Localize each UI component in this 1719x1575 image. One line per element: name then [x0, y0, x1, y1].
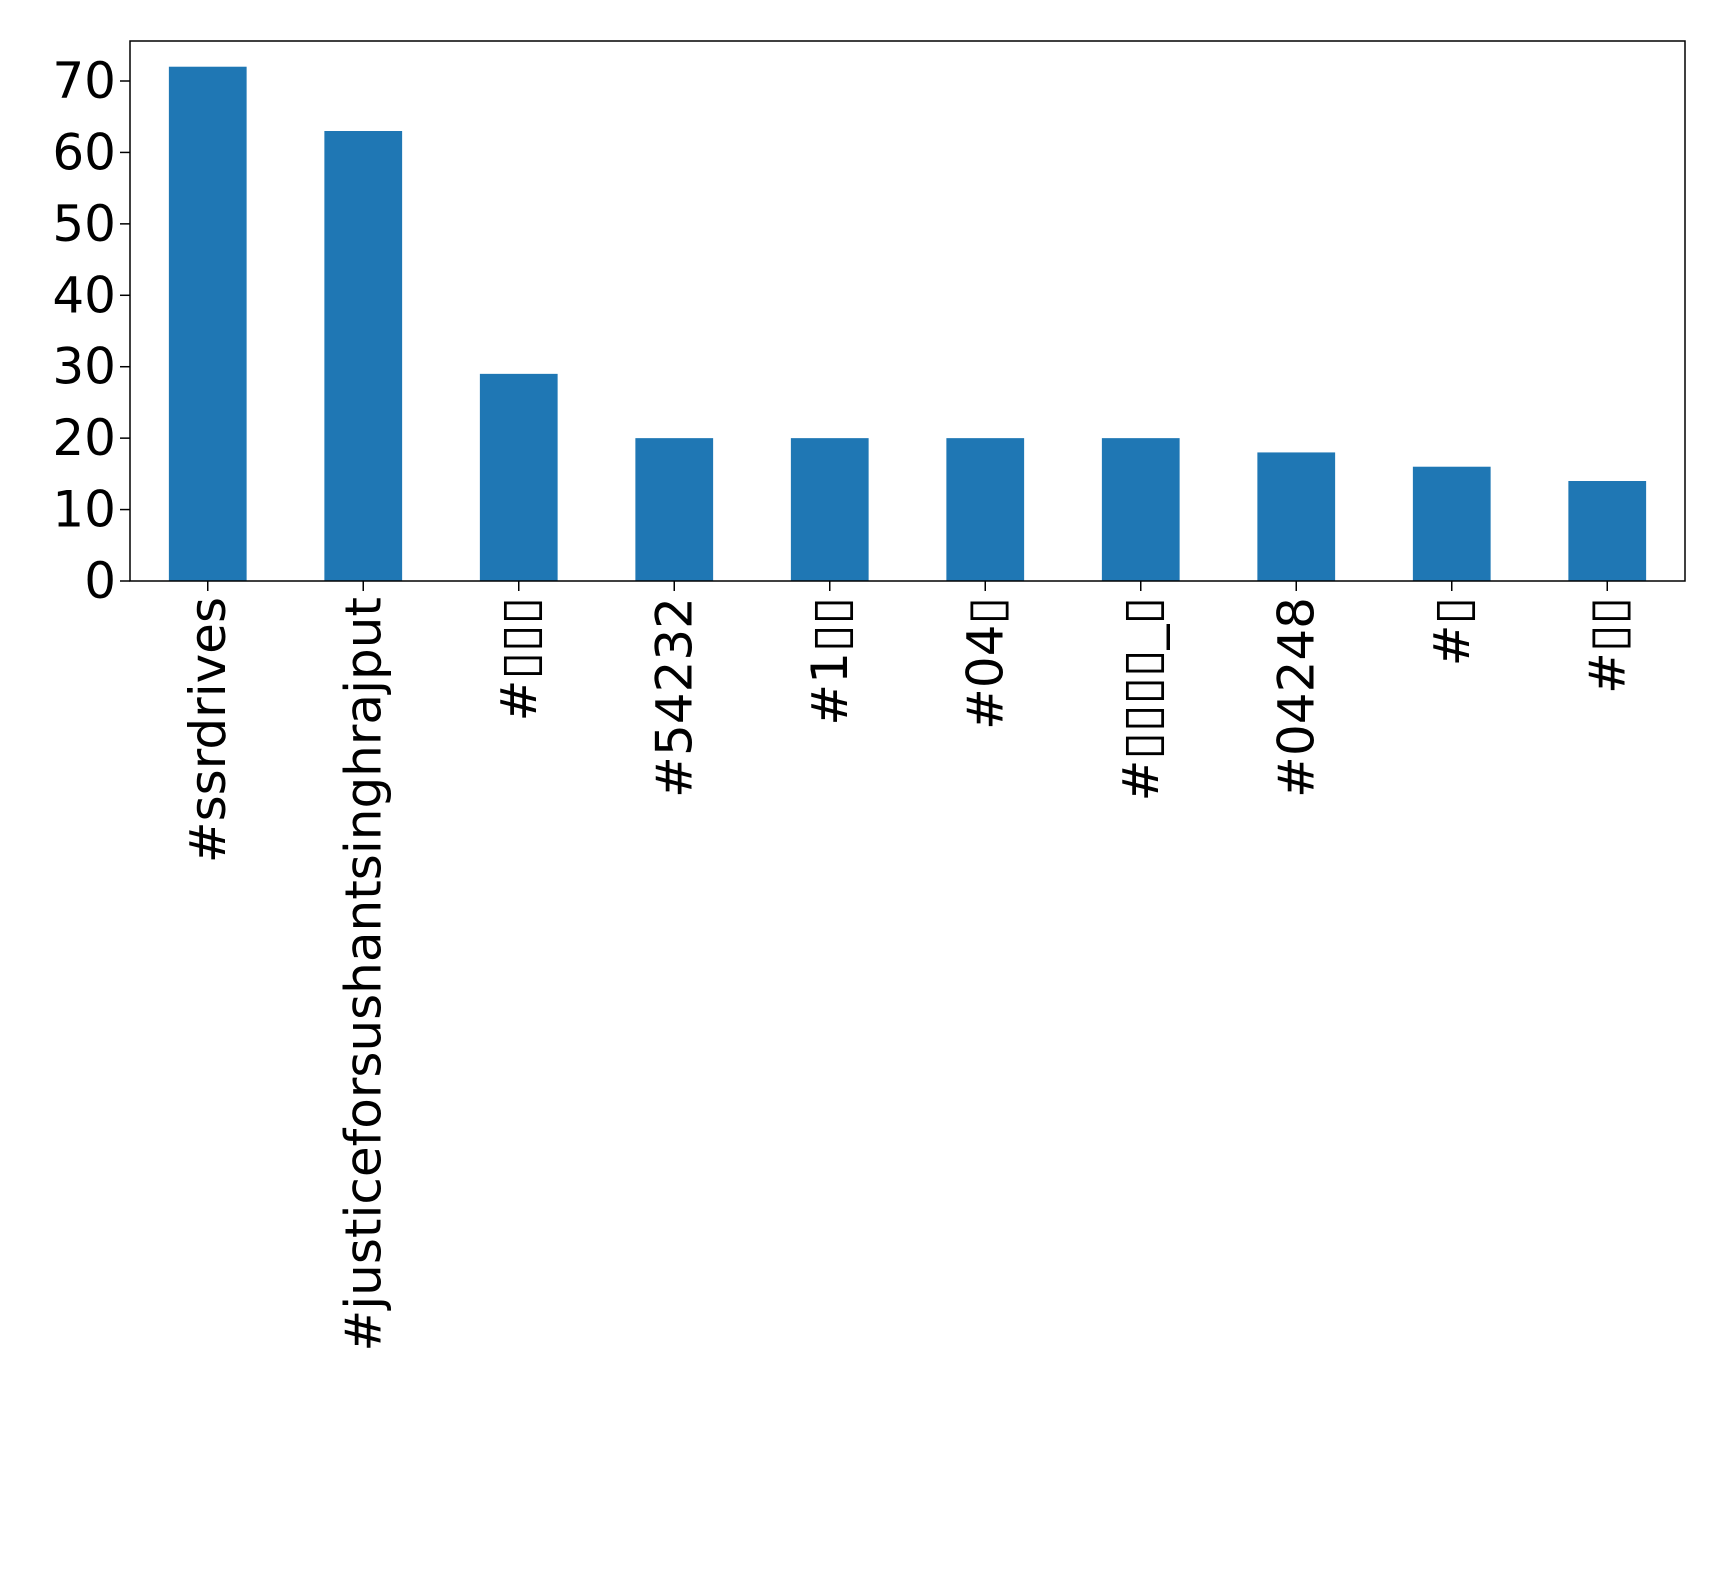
x-tick-label-5: #04▯	[956, 597, 1014, 730]
bar-5	[946, 438, 1025, 581]
x-tick-label-9: #▯▯	[1578, 597, 1636, 694]
x-tick-label-0: #ssrdrives	[179, 597, 237, 863]
y-tick-label-0: 0	[84, 552, 116, 610]
y-tick-label-4: 40	[52, 266, 116, 324]
y-tick-label-2: 20	[52, 409, 116, 467]
x-tick-label-4: #1▯▯	[801, 597, 859, 726]
x-tick-label-6: #▯▯▯▯_▯	[1112, 597, 1170, 801]
bar-2	[479, 373, 558, 581]
x-tick-label-3: #54232	[645, 597, 703, 798]
bar-9	[1568, 481, 1647, 581]
bar-6	[1101, 438, 1180, 581]
x-tick-label-1: #justiceforsushantsinghrajput	[334, 597, 392, 1352]
y-tick-label-3: 30	[52, 338, 116, 396]
axes-frame	[129, 40, 1686, 582]
y-axis: 0 10 20 30 40 50 60 70	[52, 52, 130, 610]
x-tick-label-2: #▯▯▯	[490, 597, 548, 721]
bar-3	[635, 438, 714, 581]
bar-7	[1257, 452, 1336, 581]
bar-8	[1412, 466, 1491, 581]
y-tick-label-5: 50	[52, 195, 116, 253]
bar-4	[790, 438, 869, 581]
y-tick-label-1: 10	[52, 481, 116, 539]
x-axis: #ssrdrives #justiceforsushantsinghrajput #…	[179, 581, 1636, 1352]
bar-1	[324, 131, 403, 581]
y-tick-label-6: 60	[52, 123, 116, 181]
y-tick-label-7: 70	[52, 52, 116, 110]
bars-group	[168, 66, 1647, 581]
x-tick-label-8: #▯	[1423, 597, 1481, 666]
bar-0	[168, 66, 247, 581]
x-tick-label-7: #04248	[1267, 597, 1325, 798]
